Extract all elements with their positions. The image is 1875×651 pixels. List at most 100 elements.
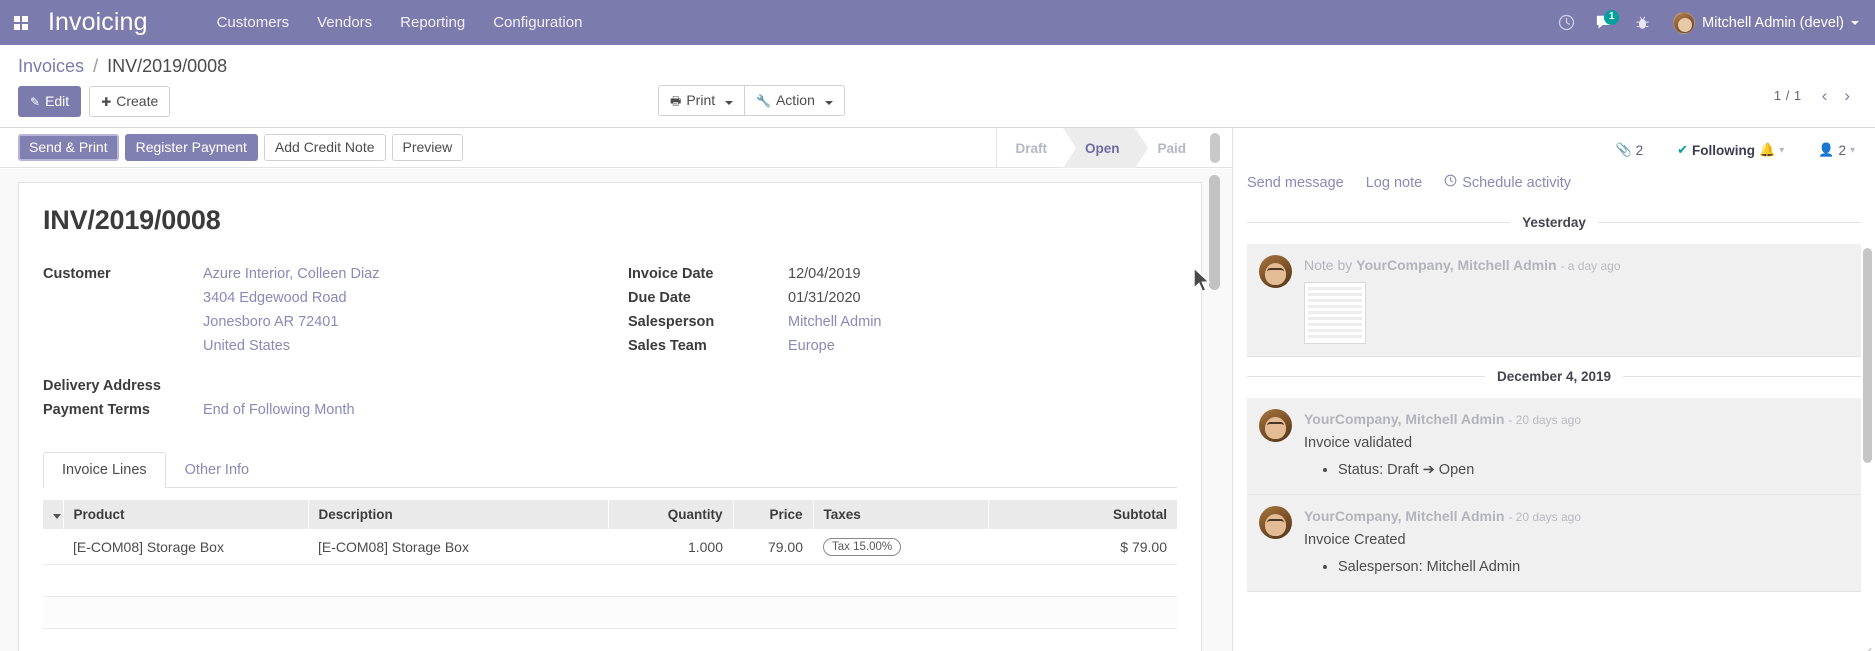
field-salesperson: Salesperson Mitchell Admin <box>628 310 1177 334</box>
send-and-print-button[interactable]: Send & Print <box>18 134 119 161</box>
stage-paid[interactable]: Paid <box>1157 140 1186 156</box>
field-value-invoice-date[interactable]: 12/04/2019 <box>788 266 861 282</box>
message-author[interactable]: YourCompany, Mitchell Admin <box>1356 257 1557 273</box>
cell-price[interactable]: 79.00 <box>733 529 813 565</box>
column-description[interactable]: Description <box>308 500 609 529</box>
cell-quantity[interactable]: 1.000 <box>608 529 733 565</box>
preview-button[interactable]: Preview <box>391 134 464 161</box>
user-menu[interactable]: Mitchell Admin (devel) <box>1663 11 1865 34</box>
followers-count: 2 <box>1838 142 1846 158</box>
attachment-thumbnail[interactable] <box>1304 282 1366 344</box>
cell-product[interactable]: [E-COM08] Storage Box <box>63 529 308 565</box>
avatar <box>1259 255 1292 288</box>
day-separator-label: Yesterday <box>1522 215 1586 230</box>
message-body: Note by YourCompany, Mitchell Admin - a … <box>1304 255 1849 344</box>
column-product[interactable]: Product <box>63 500 309 529</box>
field-label-blank <box>43 334 203 358</box>
stage-open[interactable]: Open <box>1062 128 1148 168</box>
menu-item-reporting[interactable]: Reporting <box>400 14 466 31</box>
field-value-sales-team[interactable]: Europe <box>788 338 835 354</box>
caret-down-icon <box>53 514 61 519</box>
column-sort-handle[interactable] <box>43 500 64 529</box>
menu-item-customers[interactable]: Customers <box>216 14 290 31</box>
apps-menu-button[interactable] <box>0 0 42 45</box>
message-header: Note by YourCompany, Mitchell Admin - a … <box>1304 255 1849 276</box>
cell-empty <box>43 564 1177 597</box>
field-delivery-address: Delivery Address <box>43 374 610 398</box>
message-header: YourCompany, Mitchell Admin - 20 days ag… <box>1304 409 1849 430</box>
message-bullet: Salesperson: Mitchell Admin <box>1338 555 1849 579</box>
field-value-customer[interactable]: Azure Interior, Colleen Diaz <box>203 266 380 282</box>
pager-value: 1 / 1 <box>1773 88 1802 103</box>
register-payment-button[interactable]: Register Payment <box>124 134 258 161</box>
field-value-city[interactable]: Jonesboro AR 72401 <box>203 314 339 330</box>
avatar <box>1673 11 1696 34</box>
create-button[interactable]: ✚ Create <box>89 86 171 117</box>
attachments-button[interactable]: 📎 2 <box>1615 142 1643 158</box>
field-value-salesperson[interactable]: Mitchell Admin <box>788 314 882 330</box>
field-value-street[interactable]: 3404 Edgewood Road <box>203 290 347 306</box>
field-customer-city: Jonesboro AR 72401 <box>43 310 610 334</box>
field-label-sales-team: Sales Team <box>628 338 707 354</box>
chevron-down-icon[interactable]: ▾ <box>1849 144 1855 156</box>
table-row[interactable]: [E-COM08] Storage Box [E-COM08] Storage … <box>43 529 1177 565</box>
messages-chat-bubble-icon[interactable]: 1 <box>1587 0 1621 45</box>
table-row-empty <box>43 596 1177 629</box>
attachment-count: 2 <box>1635 142 1644 158</box>
column-taxes[interactable]: Taxes <box>813 500 989 529</box>
column-price[interactable]: Price <box>733 500 814 529</box>
plus-icon: ✚ <box>101 95 112 109</box>
debug-bug-icon[interactable] <box>1625 0 1659 45</box>
edit-button-label: Edit <box>45 93 70 109</box>
form-scrollbar[interactable] <box>1209 175 1220 651</box>
print-button[interactable]: 🖶 Print <box>658 85 746 116</box>
activity-clock-icon[interactable] <box>1549 0 1583 45</box>
field-value-payment-terms[interactable]: End of Following Month <box>203 402 355 418</box>
statusbar-scrollbar-thumb[interactable] <box>1210 133 1220 163</box>
field-value-country[interactable]: United States <box>203 338 291 354</box>
app-brand-title[interactable]: Invoicing <box>48 8 148 36</box>
day-separator-label: December 4, 2019 <box>1496 369 1612 384</box>
add-credit-note-button[interactable]: Add Credit Note <box>263 134 386 161</box>
message-author[interactable]: YourCompany, Mitchell Admin <box>1304 508 1505 524</box>
table-row-empty <box>43 628 1177 651</box>
tab-invoice-lines[interactable]: Invoice Lines <box>43 452 166 488</box>
followers-button[interactable]: 👤 2 ▾ <box>1818 142 1855 158</box>
pager-previous-button[interactable]: ‹ <box>1821 86 1828 105</box>
chatter-message: YourCompany, Mitchell Admin - 20 days ag… <box>1247 398 1861 495</box>
cell-taxes[interactable]: Tax 15.00% <box>813 529 988 565</box>
log-note-button[interactable]: Log note <box>1365 174 1423 191</box>
field-value-due-date[interactable]: 01/31/2020 <box>788 290 861 306</box>
table-body: [E-COM08] Storage Box [E-COM08] Storage … <box>43 529 1177 651</box>
send-message-button[interactable]: Send message <box>1247 174 1344 191</box>
edit-button[interactable]: ✎ Edit <box>18 86 82 117</box>
message-header: YourCompany, Mitchell Admin - 20 days ag… <box>1304 506 1849 527</box>
user-icon: 👤 <box>1818 142 1835 157</box>
menu-item-vendors[interactable]: Vendors <box>317 14 373 31</box>
user-name-label: Mitchell Admin (devel) <box>1702 14 1844 31</box>
chevron-down-icon[interactable]: ▾ <box>1779 144 1785 156</box>
form-fields-left: Customer Azure Interior, Colleen Diaz 34… <box>43 262 610 422</box>
resize-grip-icon[interactable] <box>1861 643 1873 651</box>
message-author[interactable]: YourCompany, Mitchell Admin <box>1304 411 1505 427</box>
workflow-buttons: Send & Print Register Payment Add Credit… <box>18 134 464 161</box>
message-bullet: Status: Draft ➔ Open <box>1338 458 1849 482</box>
message-bullets: Status: Draft ➔ Open <box>1304 458 1849 482</box>
form-scrollbar-thumb[interactable] <box>1209 175 1220 290</box>
field-label-blank <box>43 310 203 334</box>
pager-next-button[interactable]: › <box>1844 86 1850 105</box>
bell-icon[interactable]: 🔔 <box>1759 142 1776 157</box>
cell-description[interactable]: [E-COM08] Storage Box <box>308 529 608 565</box>
action-button[interactable]: 🔧 Action <box>744 85 845 116</box>
page-title: INV/2019/0008 <box>43 205 221 235</box>
column-quantity[interactable]: Quantity <box>608 500 734 529</box>
tab-other-info[interactable]: Other Info <box>184 462 250 478</box>
chatter-scrollbar-thumb[interactable] <box>1863 248 1872 463</box>
following-toggle[interactable]: ✔ Following 🔔 ▾ <box>1677 142 1784 158</box>
stage-draft[interactable]: Draft <box>1015 140 1047 156</box>
field-payment-terms: Payment Terms End of Following Month <box>43 398 610 422</box>
column-subtotal[interactable]: Subtotal <box>988 500 1177 529</box>
schedule-activity-button[interactable]: Schedule activity <box>1444 174 1571 191</box>
breadcrumb-invoices-link[interactable]: Invoices <box>18 56 85 76</box>
menu-item-configuration[interactable]: Configuration <box>493 14 583 31</box>
